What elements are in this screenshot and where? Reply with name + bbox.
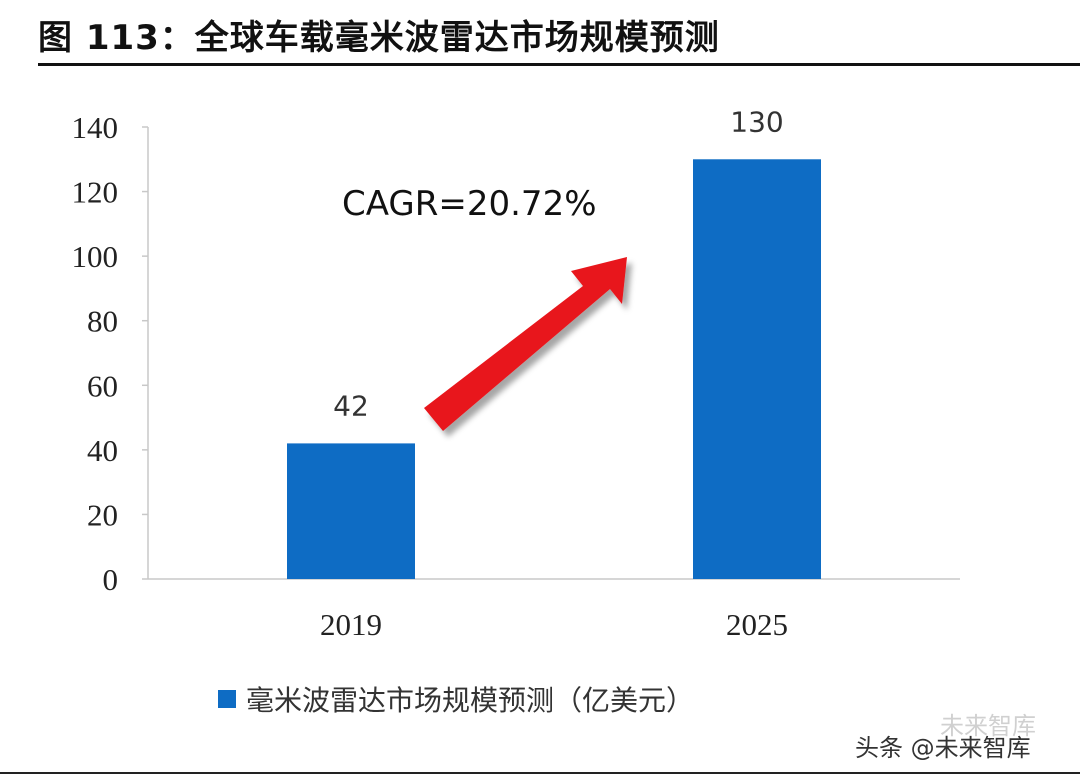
chart-legend: 毫米波雷达市场规模预测（亿美元） [218,684,694,717]
chart-axes [147,127,960,580]
legend-label: 毫米波雷达市场规模预测（亿美元） [246,684,694,717]
x-tick-label: 2019 [320,607,382,642]
growth-arrow [424,257,627,431]
growth-arrow-shape [424,257,627,431]
cagr-annotation: CAGR=20.72% [342,184,597,224]
x-tick-label: 2025 [726,607,788,642]
title-rule [38,63,1080,66]
bar-2019 [287,443,415,579]
y-tick-label: 100 [72,239,119,274]
y-tick-label: 80 [87,304,118,339]
watermark-faint: 未来智库 [940,712,1036,740]
data-label-2019: 42 [333,389,369,422]
y-tick-label: 40 [87,433,118,468]
bar-series [287,159,821,580]
watermark: 头条 @未来智库 [855,728,1031,763]
watermark-text: 头条 @未来智库 [855,734,1031,762]
figure-title: 图 113：全球车载毫米波雷达市场规模预测 [38,18,720,58]
x-axis-labels: 2019 2025 [320,607,788,642]
y-tick-label: 20 [87,497,118,532]
y-tick-label: 60 [87,368,118,403]
data-label-2025: 130 [730,105,783,138]
legend-swatch [218,690,236,708]
y-tick-label: 140 [72,110,119,145]
y-axis-ticks: 0 20 40 60 80 100 120 140 [72,110,148,597]
bottom-rule [0,772,1080,774]
y-tick-label: 120 [72,175,119,210]
bar-2025 [693,159,821,580]
y-tick-label: 0 [103,562,119,597]
data-labels: 42 130 [333,105,784,422]
